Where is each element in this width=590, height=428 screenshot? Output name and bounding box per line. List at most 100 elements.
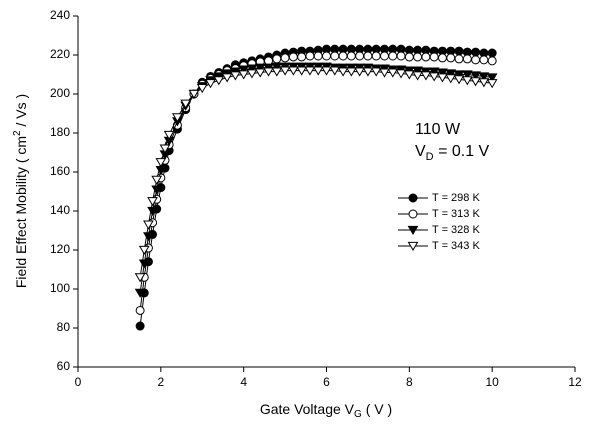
marker bbox=[404, 52, 414, 62]
marker bbox=[254, 63, 266, 73]
series-line bbox=[139, 66, 493, 293]
marker bbox=[370, 67, 382, 77]
marker bbox=[151, 175, 163, 185]
marker bbox=[297, 52, 307, 62]
marker bbox=[388, 51, 398, 61]
marker bbox=[312, 66, 324, 76]
marker bbox=[135, 305, 145, 315]
y-tick-label: 220 bbox=[50, 47, 70, 61]
marker bbox=[330, 51, 340, 61]
y-tick-label: 60 bbox=[57, 359, 71, 373]
marker bbox=[213, 76, 225, 86]
marker bbox=[271, 67, 283, 77]
y-tick-label: 180 bbox=[50, 125, 70, 139]
marker bbox=[246, 64, 258, 74]
marker bbox=[403, 70, 415, 80]
marker bbox=[396, 51, 406, 61]
marker bbox=[238, 65, 250, 75]
y-tick-label: 200 bbox=[50, 86, 70, 100]
x-label-main: Gate Voltage V bbox=[260, 401, 355, 417]
annotation-text: V bbox=[415, 143, 426, 160]
x-tick-label: 12 bbox=[568, 375, 582, 389]
marker bbox=[379, 68, 390, 78]
marker bbox=[279, 66, 291, 76]
marker bbox=[445, 74, 457, 84]
marker bbox=[445, 69, 457, 79]
annotation: VD = 0.1 V bbox=[415, 143, 490, 163]
marker bbox=[487, 56, 497, 66]
legend-label: T = 313 K bbox=[432, 208, 480, 220]
marker bbox=[159, 144, 171, 154]
marker bbox=[437, 53, 447, 63]
x-tick-label: 2 bbox=[157, 375, 164, 389]
marker bbox=[412, 66, 423, 76]
annotation-text: 110 W bbox=[415, 121, 461, 138]
marker bbox=[379, 51, 389, 61]
y-label-sup: 2 bbox=[12, 130, 23, 136]
marker bbox=[363, 51, 373, 61]
marker bbox=[486, 79, 498, 89]
marker bbox=[288, 52, 298, 62]
marker bbox=[305, 51, 315, 61]
marker bbox=[470, 71, 481, 81]
marker bbox=[287, 66, 299, 76]
y-tick-label: 240 bbox=[50, 8, 70, 22]
marker bbox=[138, 245, 150, 256]
marker bbox=[387, 68, 399, 78]
marker bbox=[134, 288, 146, 298]
marker bbox=[420, 71, 432, 81]
marker bbox=[453, 75, 465, 85]
marker bbox=[180, 99, 192, 109]
marker bbox=[454, 46, 464, 56]
marker bbox=[461, 76, 473, 86]
marker bbox=[280, 53, 290, 63]
annotation-text: = 0.1 V bbox=[434, 143, 490, 160]
marker bbox=[147, 197, 158, 207]
y-tick-label: 120 bbox=[50, 242, 70, 256]
marker bbox=[196, 84, 208, 94]
legend-label: T = 298 K bbox=[432, 192, 480, 204]
marker bbox=[395, 69, 407, 79]
x-tick-label: 10 bbox=[485, 375, 499, 389]
marker bbox=[478, 72, 490, 82]
legend-label: T = 328 K bbox=[432, 224, 480, 236]
marker bbox=[246, 69, 258, 79]
marker bbox=[188, 89, 200, 100]
marker bbox=[163, 130, 175, 140]
annotation-sub: D bbox=[426, 151, 434, 163]
marker bbox=[428, 67, 440, 77]
marker bbox=[487, 48, 497, 58]
y-label-unit: / Vs ) bbox=[13, 94, 29, 131]
marker bbox=[437, 68, 448, 78]
marker bbox=[135, 321, 145, 331]
marker bbox=[337, 67, 349, 77]
marker bbox=[362, 67, 374, 77]
y-tick-label: 80 bbox=[57, 320, 71, 334]
y-label-main: Field Effect Mobility ( cm bbox=[13, 136, 29, 288]
marker bbox=[143, 220, 154, 230]
marker bbox=[429, 52, 439, 62]
marker bbox=[296, 66, 308, 76]
marker bbox=[462, 54, 472, 64]
marker bbox=[155, 158, 167, 168]
marker bbox=[230, 71, 241, 81]
marker bbox=[486, 73, 498, 83]
marker bbox=[338, 51, 348, 61]
marker bbox=[322, 51, 331, 61]
legend-marker bbox=[407, 225, 419, 236]
marker bbox=[428, 72, 440, 82]
marker bbox=[263, 67, 274, 77]
marker bbox=[355, 51, 365, 61]
marker bbox=[413, 52, 423, 62]
marker bbox=[470, 77, 481, 87]
marker bbox=[238, 70, 250, 80]
legend-label: T = 343 K bbox=[432, 240, 480, 252]
marker bbox=[453, 70, 465, 80]
marker bbox=[313, 51, 323, 61]
marker bbox=[471, 47, 481, 57]
y-axis-label: Field Effect Mobility ( cm2 / Vs ) bbox=[12, 94, 29, 288]
marker bbox=[272, 54, 282, 64]
marker bbox=[346, 51, 356, 61]
marker bbox=[321, 66, 332, 76]
